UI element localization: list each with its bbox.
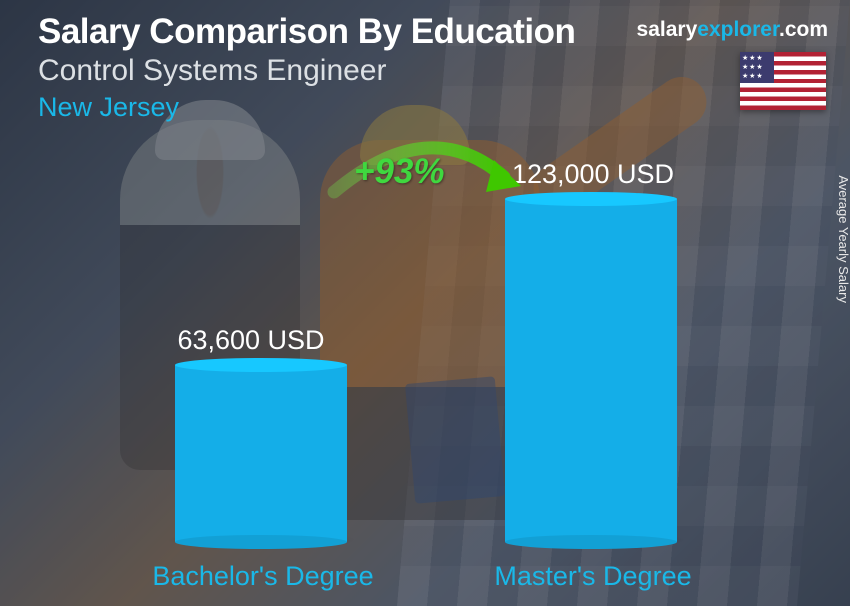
brand-part1: salary <box>637 18 698 41</box>
bar-0: 63,600 USD <box>175 365 347 542</box>
page-subtitle: Control Systems Engineer <box>38 54 575 88</box>
bar-1: 123,000 USD <box>505 199 677 542</box>
bar-value-0: 63,600 USD <box>165 325 337 356</box>
page-title: Salary Comparison By Education <box>38 12 575 52</box>
brand-part3: .com <box>779 18 828 41</box>
brand-logo: salaryexplorer.com <box>637 18 828 42</box>
increase-percentage: +93% <box>354 152 445 192</box>
bar-label-0: Bachelor's Degree <box>118 561 408 592</box>
us-flag-icon <box>740 52 826 110</box>
page-location: New Jersey <box>38 92 575 123</box>
brand-part2: explorer <box>697 18 779 41</box>
header: Salary Comparison By Education Control S… <box>38 12 575 123</box>
bar-label-1: Master's Degree <box>448 561 738 592</box>
